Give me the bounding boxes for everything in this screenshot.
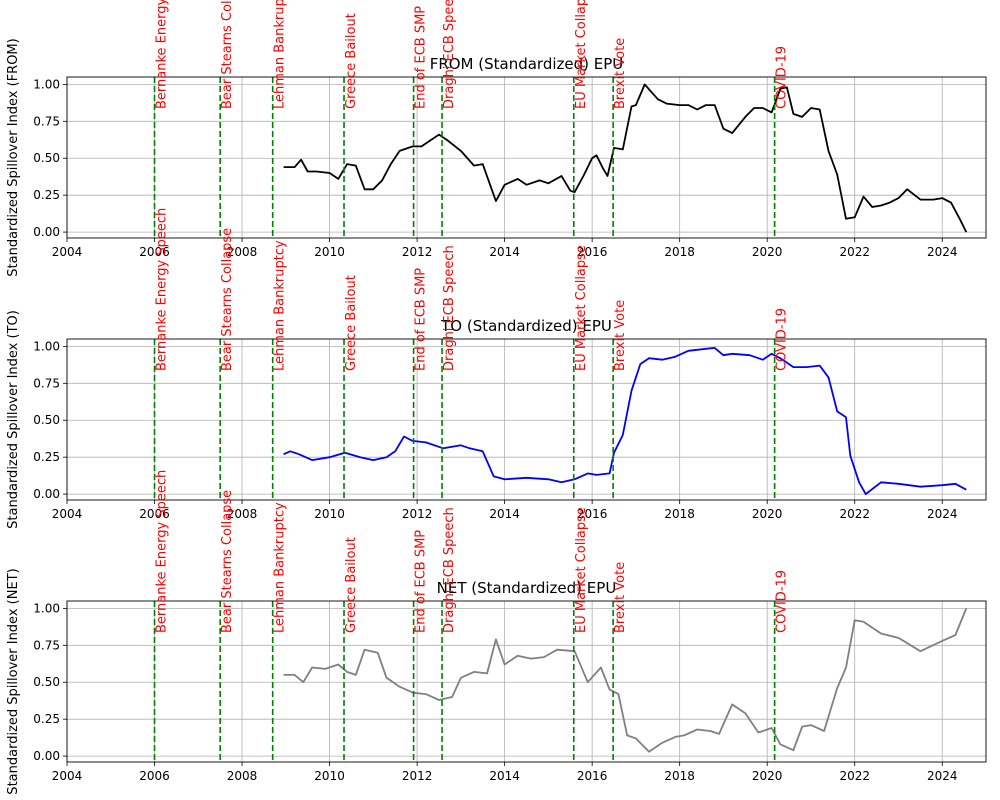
y-tick-label: 1.00 — [33, 77, 60, 91]
panel-2: 2004 2006 2008 2010 2012 2014 2016 2018 2020 2022… — [6, 470, 987, 795]
y-tick-label: 0.75 — [33, 638, 60, 652]
x-tick-label: 2020 — [752, 507, 783, 521]
event-label: EU Market Collapse — [574, 245, 589, 371]
x-tick-label: 2022 — [839, 507, 870, 521]
y-tick-label: 1.00 — [33, 601, 60, 615]
x-tick-label: 2016 — [577, 245, 608, 259]
x-tick-label: 2006 — [139, 245, 170, 259]
x-tick-label: 2016 — [577, 769, 608, 783]
event-label: COVID-19 — [775, 46, 790, 109]
x-tick-label: 2014 — [489, 507, 520, 521]
y-tick-label: 0.25 — [33, 188, 60, 202]
event-label: Brexit Vote — [613, 562, 628, 633]
x-tick-label: 2004 — [52, 245, 83, 259]
series-line — [283, 346, 967, 496]
event-label: Bernanke Energy Speech — [155, 0, 170, 109]
event-label: COVID-19 — [775, 570, 790, 633]
y-tick-label: 0.50 — [33, 151, 60, 165]
event-label: Brexit Vote — [613, 300, 628, 371]
x-tick-label: 2020 — [752, 769, 783, 783]
panel-title: NET (Standardized) EPU — [437, 579, 617, 597]
event-label: Bernanke Energy Speech — [155, 470, 170, 633]
x-tick-label: 2004 — [52, 769, 83, 783]
event-label: Draghi ECB Speech — [442, 245, 457, 371]
x-tick-label: 2024 — [927, 245, 958, 259]
event-label: Bear Stearns Collapse — [220, 228, 235, 371]
event-label: End of ECB SMP — [414, 530, 429, 633]
event-label: Bernanke Energy Speech — [155, 208, 170, 371]
axes-frame — [66, 338, 987, 501]
x-tick-label: 2014 — [489, 769, 520, 783]
x-tick-label: 2008 — [227, 769, 258, 783]
y-axis-label: Standardized Spillover Index (NET) — [6, 568, 21, 794]
x-tick-label: 2014 — [489, 245, 520, 259]
x-tick-label: 2022 — [839, 769, 870, 783]
x-tick-label: 2010 — [314, 507, 345, 521]
x-tick-label: 2016 — [577, 507, 608, 521]
x-tick-label: 2008 — [227, 245, 258, 259]
panel-0: 2004 2006 2008 2010 2012 2014 2016 2018 2020 2022… — [6, 0, 987, 277]
y-tick-label: 0.00 — [33, 749, 60, 763]
event-label: Bear Stearns Collapse — [220, 490, 235, 633]
event-label: Greece Bailout — [344, 275, 359, 371]
event-label: Brexit Vote — [613, 38, 628, 109]
event-label: COVID-19 — [775, 308, 790, 371]
panel-1: 2004 2006 2008 2010 2012 2014 2016 2018 2020 2022… — [6, 208, 987, 529]
y-tick-label: 0.25 — [33, 712, 60, 726]
event-label: Greece Bailout — [344, 537, 359, 633]
x-tick-label: 2010 — [314, 245, 345, 259]
x-tick-label: 2024 — [927, 769, 958, 783]
event-label: EU Market Collapse — [574, 507, 589, 633]
event-label: End of ECB SMP — [414, 6, 429, 109]
event-label: Draghi ECB Speech — [442, 507, 457, 633]
y-tick-label: 0.00 — [33, 487, 60, 501]
event-label: Lehman Bankruptcy — [273, 0, 288, 109]
x-tick-label: 2008 — [227, 507, 258, 521]
y-tick-label: 0.00 — [33, 225, 60, 239]
x-tick-label: 2020 — [752, 245, 783, 259]
y-axis-label: Standardized Spillover Index (TO) — [6, 310, 21, 529]
event-label: Greece Bailout — [344, 13, 359, 109]
x-tick-label: 2012 — [402, 245, 433, 259]
event-label: Draghi ECB Speech — [442, 0, 457, 109]
y-tick-label: 0.25 — [33, 450, 60, 464]
event-label: Bear Stearns Collapse — [220, 0, 235, 109]
x-tick-label: 2022 — [839, 245, 870, 259]
event-label: Lehman Bankruptcy — [273, 502, 288, 633]
axes-frame — [66, 76, 987, 239]
x-tick-label: 2006 — [139, 507, 170, 521]
y-tick-label: 0.75 — [33, 376, 60, 390]
x-tick-label: 2012 — [402, 507, 433, 521]
y-tick-label: 1.00 — [33, 339, 60, 353]
y-tick-label: 0.50 — [33, 413, 60, 427]
panel-title: FROM (Standardized) EPU — [430, 55, 624, 73]
x-tick-label: 2018 — [664, 769, 695, 783]
event-label: EU Market Collapse — [574, 0, 589, 109]
x-tick-label: 2018 — [664, 245, 695, 259]
x-tick-label: 2004 — [52, 507, 83, 521]
y-axis-label: Standardized Spillover Index (FROM) — [6, 38, 21, 276]
event-label: End of ECB SMP — [414, 268, 429, 371]
axes-frame — [66, 600, 987, 763]
x-tick-label: 2018 — [664, 507, 695, 521]
series-line — [283, 83, 968, 233]
x-tick-label: 2024 — [927, 507, 958, 521]
x-tick-label: 2012 — [402, 769, 433, 783]
event-label: Lehman Bankruptcy — [273, 240, 288, 371]
x-tick-label: 2006 — [139, 769, 170, 783]
y-tick-label: 0.50 — [33, 675, 60, 689]
panel-title: TO (Standardized) EPU — [440, 317, 612, 335]
y-tick-label: 0.75 — [33, 114, 60, 128]
series-line — [283, 608, 968, 753]
x-tick-label: 2010 — [314, 769, 345, 783]
